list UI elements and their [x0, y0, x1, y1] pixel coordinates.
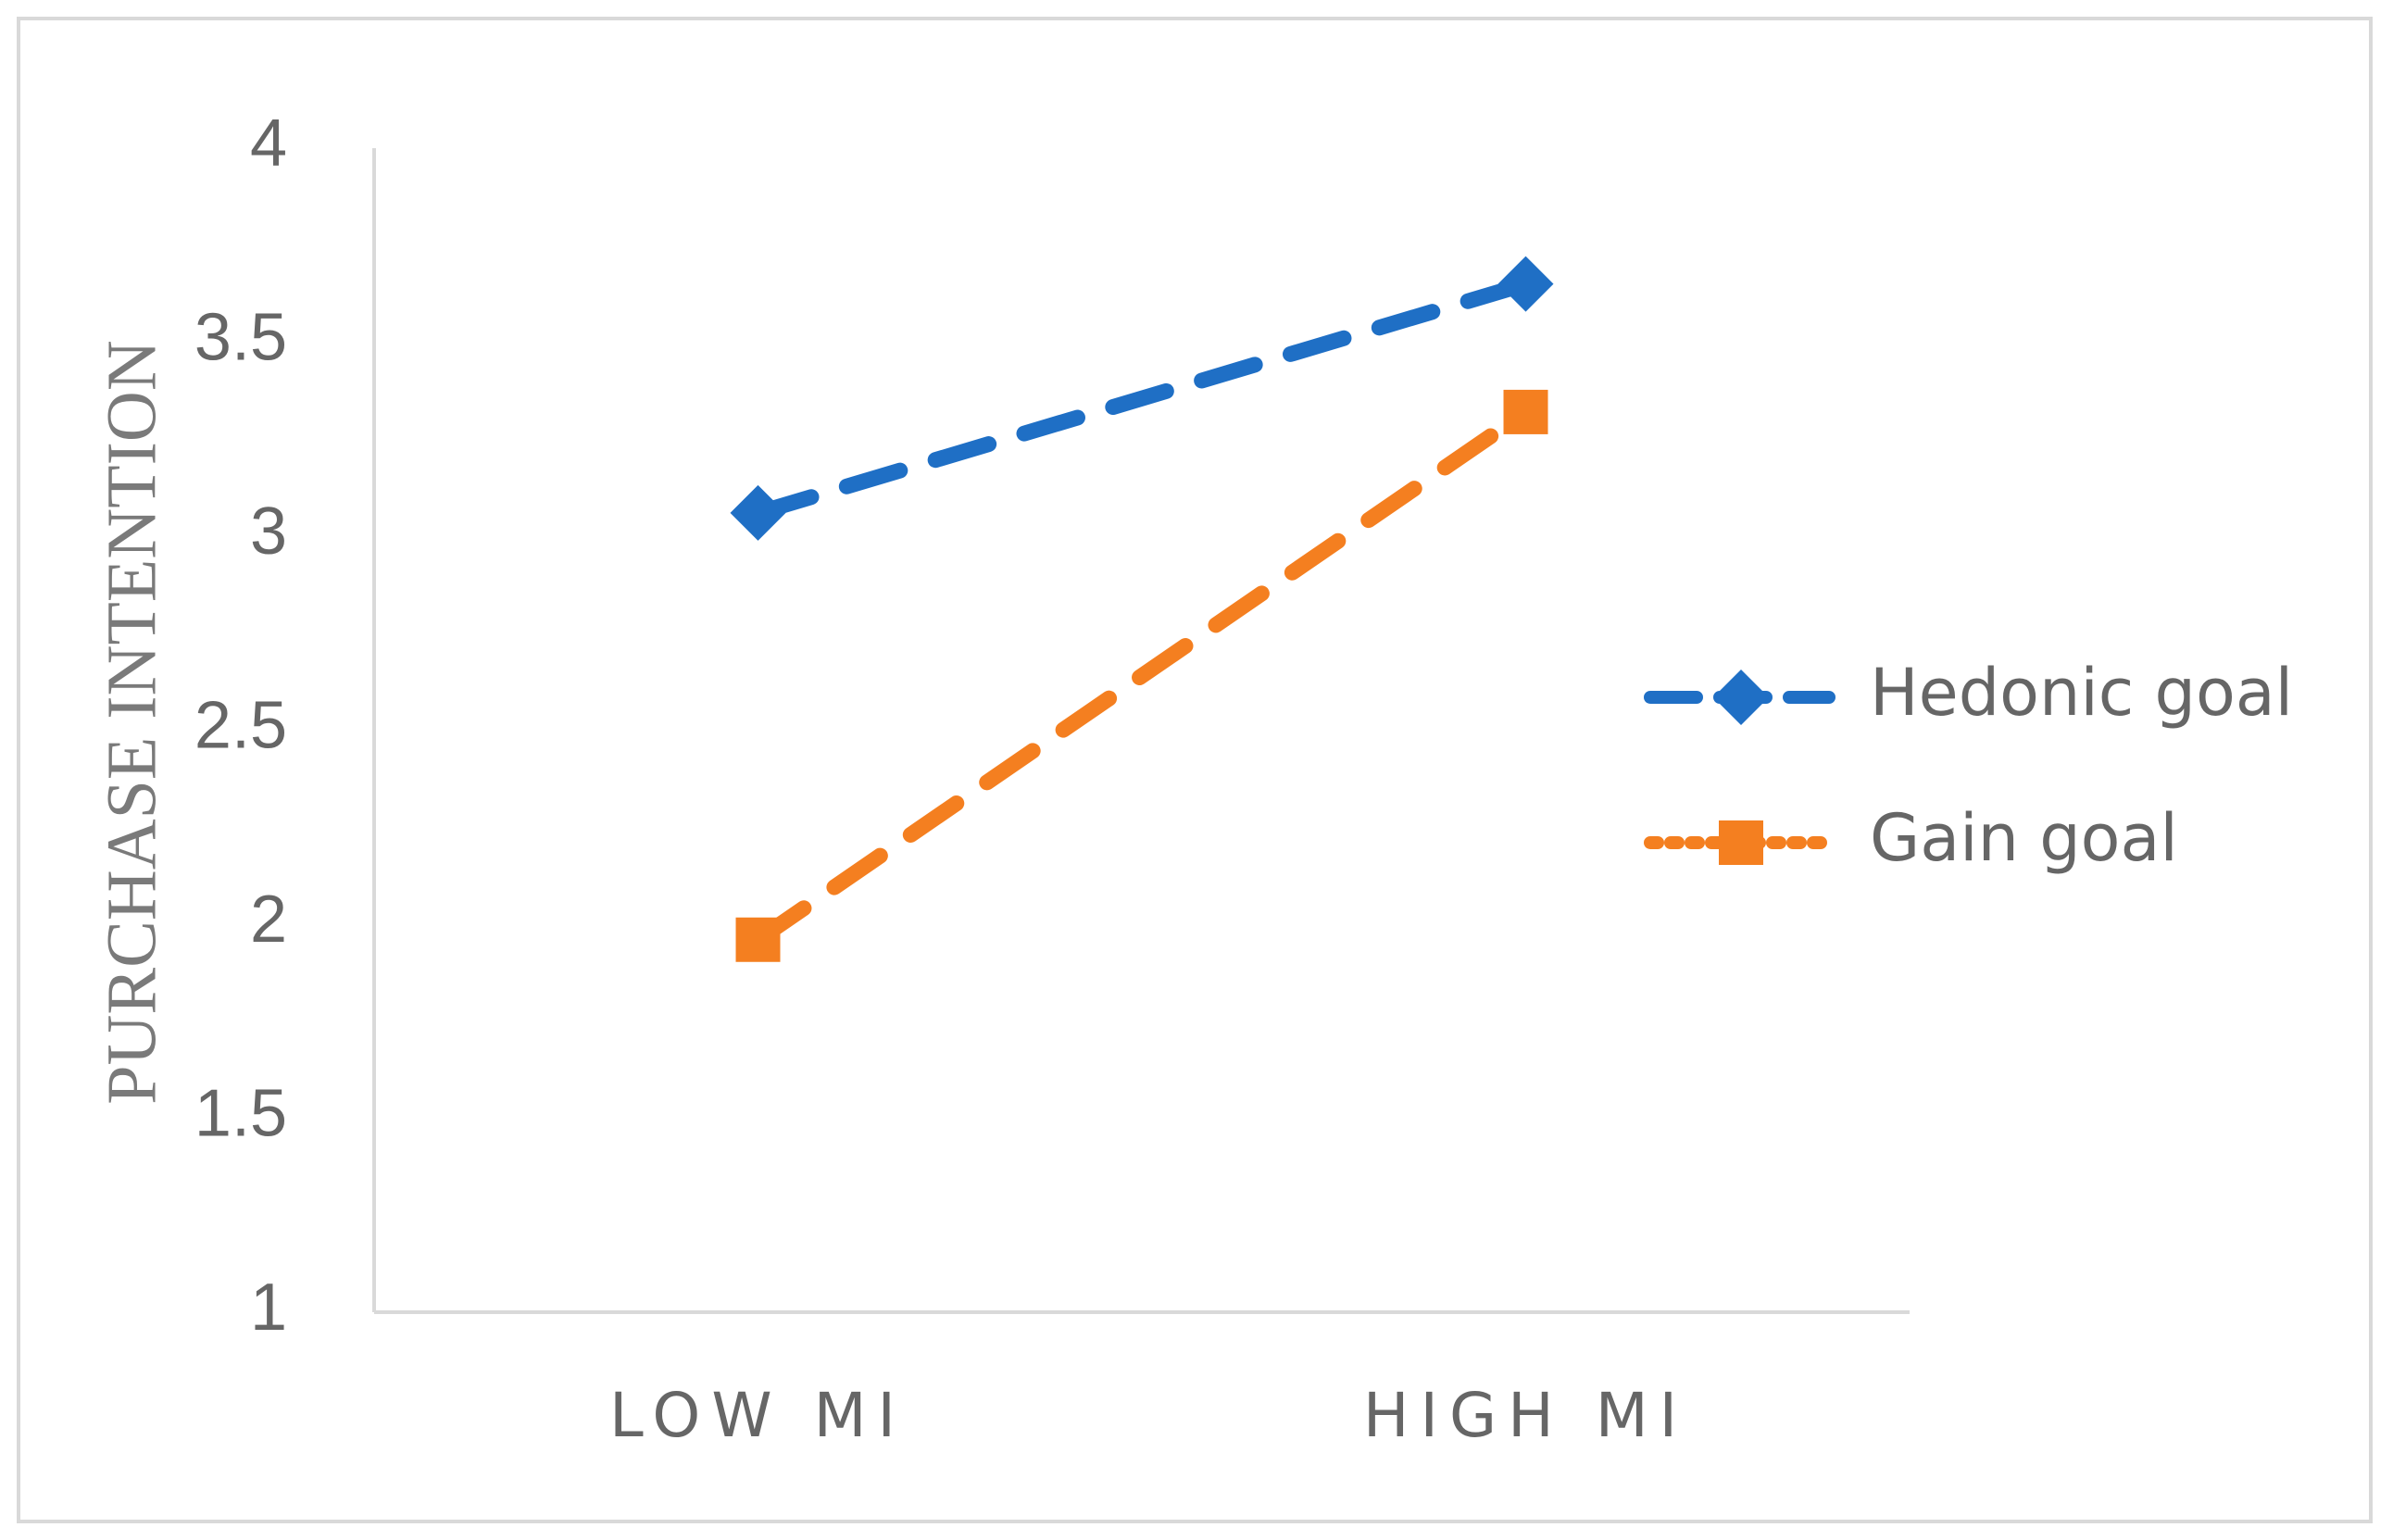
legend-marker [1719, 820, 1763, 865]
marker [735, 917, 781, 962]
x-tick-label: HIGH MI [1363, 1380, 1688, 1451]
y-tick-label: 2.5 [194, 689, 287, 763]
y-tick-label: 3 [250, 495, 287, 569]
legend-label: Hedonic goal [1870, 655, 2293, 731]
series-line [750, 276, 1534, 521]
y-tick-label: 4 [250, 106, 287, 181]
y-tick-label: 2 [250, 883, 287, 957]
series-line [750, 404, 1534, 948]
y-axis-title: PURCHASE INTENTION [93, 340, 170, 1104]
x-tick-label: LOW MI [609, 1380, 907, 1451]
marker [1503, 389, 1548, 434]
legend-marker [1713, 670, 1769, 725]
y-tick-label: 1.5 [194, 1077, 287, 1151]
y-tick-label: 3.5 [194, 301, 287, 375]
chart-border [17, 17, 2373, 1523]
marker [1497, 256, 1554, 312]
marker [730, 484, 786, 541]
legend-label: Gain goal [1870, 800, 2178, 876]
y-tick-label: 1 [250, 1271, 287, 1345]
